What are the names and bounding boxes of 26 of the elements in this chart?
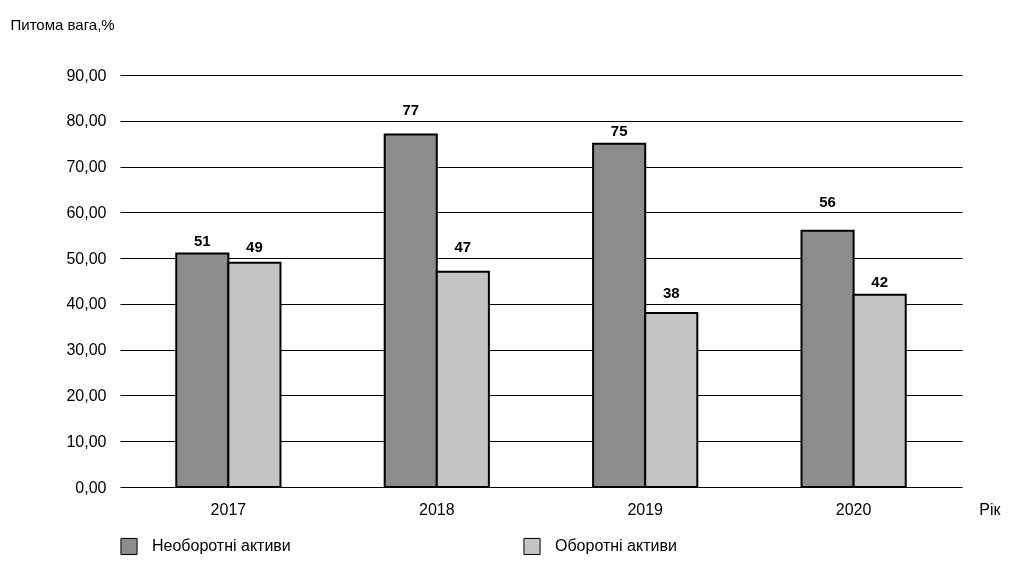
y-tick-label: 50,00: [66, 249, 107, 267]
data-label: 75: [610, 122, 628, 140]
y-tick-label: 20,00: [66, 386, 107, 404]
data-label: 49: [246, 238, 263, 256]
legend-label: Оборотні активи: [555, 537, 677, 555]
y-tick-label: 90,00: [66, 66, 107, 84]
data-label: 56: [819, 192, 836, 210]
y-tick-label: 30,00: [66, 341, 107, 359]
x-tick-label: 2017: [210, 500, 247, 518]
legend-label: Необоротні активи: [152, 537, 291, 555]
x-tick-label: 2019: [627, 500, 664, 518]
y-tick-label: 80,00: [66, 112, 107, 130]
y-tick-label: 40,00: [66, 295, 107, 313]
x-axis-title: Рік: [979, 500, 1002, 518]
y-tick-label: 10,00: [66, 432, 107, 450]
y-tick-label: 0,00: [75, 478, 107, 496]
y-axis-title: Питома вага,%: [10, 15, 115, 33]
data-label: 51: [193, 231, 211, 249]
data-label: 42: [871, 273, 889, 291]
y-tick-label: 70,00: [66, 158, 107, 176]
data-label: 77: [402, 101, 420, 119]
x-tick-label: 2020: [835, 500, 872, 518]
x-tick-label: 2018: [419, 500, 455, 518]
y-tick-label: 60,00: [66, 203, 107, 221]
data-label: 47: [454, 238, 472, 256]
data-label: 38: [662, 284, 680, 302]
